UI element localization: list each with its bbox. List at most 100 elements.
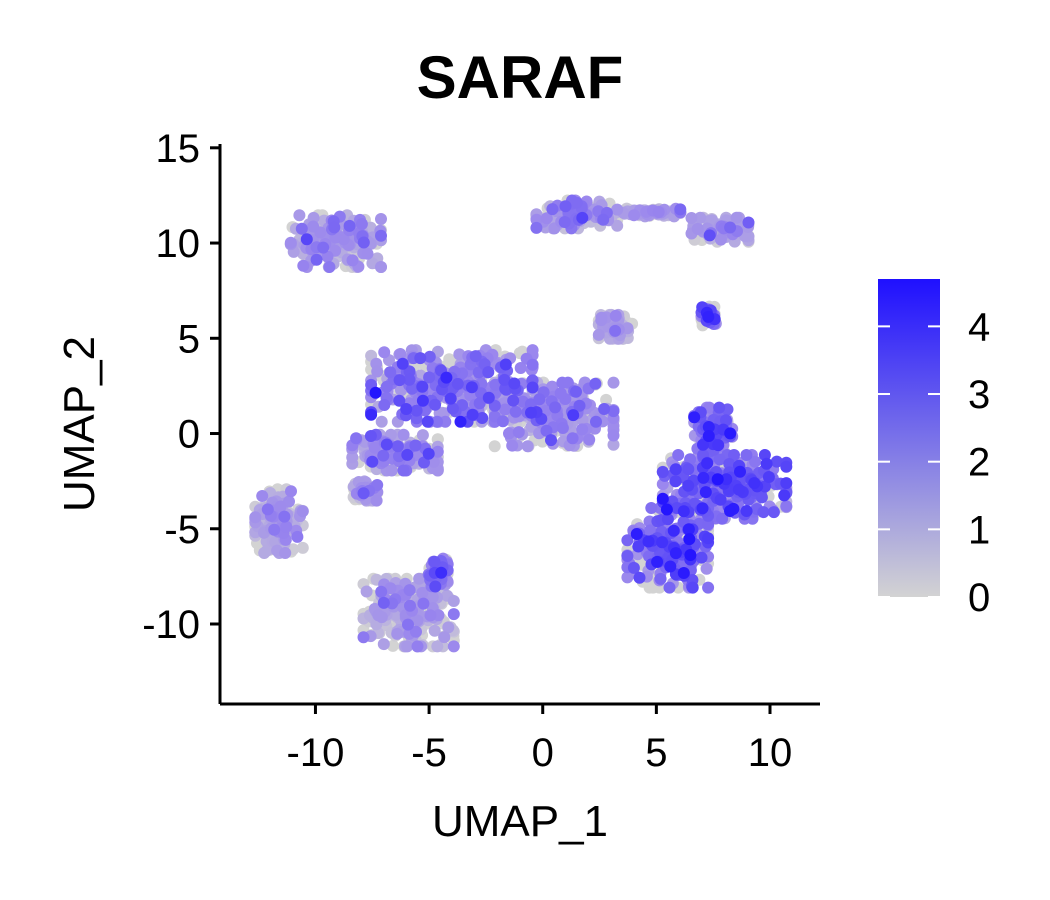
- cell-point: [512, 426, 525, 439]
- cell-point: [540, 212, 553, 225]
- cell-point: [583, 433, 596, 446]
- cell-point: [357, 487, 370, 500]
- cell-point: [702, 532, 715, 545]
- cell-point: [447, 640, 460, 653]
- cell-point: [525, 406, 537, 419]
- cell-point: [677, 567, 690, 579]
- cell-point: [740, 505, 753, 517]
- cell-point: [597, 213, 610, 226]
- cell-point: [633, 571, 646, 584]
- cell-point: [669, 547, 682, 560]
- cell-point: [482, 391, 495, 404]
- cell-point: [371, 365, 384, 378]
- cell-point: [607, 405, 620, 418]
- cell-point: [451, 377, 464, 390]
- cell-point: [469, 350, 482, 363]
- cell-point: [421, 415, 434, 428]
- cell-point: [268, 523, 281, 536]
- cell-point: [540, 424, 553, 437]
- cell-point: [716, 512, 729, 525]
- cell-point: [435, 566, 448, 579]
- cell-point: [506, 439, 519, 452]
- cell-point: [410, 404, 423, 417]
- cell-point: [611, 219, 624, 232]
- cell-point: [423, 350, 436, 363]
- cell-point: [644, 524, 657, 537]
- cell-point: [413, 572, 426, 585]
- cell-point: [375, 611, 388, 624]
- cell-point: [409, 439, 422, 452]
- cell-point: [688, 411, 701, 424]
- cell-point: [296, 505, 309, 518]
- cell-point: [703, 229, 716, 242]
- cell-point: [669, 475, 682, 488]
- cell-point: [447, 595, 460, 607]
- cell-point: [503, 427, 515, 440]
- cell-point: [375, 261, 387, 273]
- cell-point: [590, 415, 602, 428]
- cell-point: [361, 247, 374, 260]
- cell-point: [418, 456, 430, 469]
- cell-point: [440, 371, 453, 384]
- cell-point: [453, 348, 466, 361]
- cell-point: [473, 397, 486, 410]
- cell-point: [632, 540, 645, 553]
- cell-point: [732, 483, 745, 496]
- cell-point: [396, 357, 409, 370]
- cell-point: [713, 401, 726, 414]
- cell-point: [724, 221, 737, 234]
- cell-point: [656, 536, 669, 549]
- cell-point: [660, 503, 673, 516]
- cell-point: [400, 403, 413, 415]
- cell-point: [297, 259, 310, 272]
- cell-point: [377, 449, 390, 462]
- cell-point: [530, 221, 543, 234]
- cell-point: [291, 530, 304, 543]
- cell-point: [385, 464, 398, 477]
- cell-point: [576, 423, 589, 436]
- cell-point: [397, 464, 410, 477]
- cell-point: [343, 219, 356, 232]
- cell-point: [317, 241, 330, 254]
- cell-point: [576, 211, 589, 224]
- cell-point: [496, 415, 509, 428]
- y-tick-label: 0: [178, 413, 200, 457]
- cell-point: [742, 216, 755, 229]
- cell-point: [429, 398, 442, 411]
- cell-point: [686, 581, 699, 594]
- colorbar-tick-label: 1: [968, 508, 990, 552]
- y-tick-label: -5: [164, 508, 200, 552]
- cell-point: [697, 471, 710, 484]
- cell-point: [760, 457, 773, 470]
- cell-point: [507, 394, 520, 407]
- cell-point: [397, 428, 410, 441]
- cell-point: [300, 233, 313, 246]
- cell-point: [621, 534, 634, 547]
- cell-point: [549, 401, 562, 414]
- cell-point: [691, 222, 704, 235]
- cell-point: [526, 358, 539, 371]
- cell-point: [482, 366, 495, 379]
- cell-point: [656, 466, 669, 478]
- cell-point: [661, 513, 674, 526]
- cell-point: [664, 560, 677, 573]
- cell-point: [672, 449, 685, 461]
- cell-point: [447, 608, 460, 621]
- x-tick-label: 5: [645, 731, 667, 775]
- cell-point: [521, 440, 534, 453]
- y-tick-label: -10: [142, 603, 200, 647]
- cell-point: [682, 479, 695, 492]
- cell-point: [364, 430, 377, 442]
- cell-point: [651, 555, 664, 568]
- cell-point: [498, 373, 511, 386]
- cell-point: [423, 371, 436, 384]
- cell-point: [570, 196, 583, 209]
- y-tick-label: 5: [178, 317, 200, 361]
- colorbar-ticks: 0 1 2 3 4: [878, 305, 990, 620]
- cell-point: [508, 377, 521, 390]
- cell-point: [380, 438, 393, 451]
- cell-point: [258, 547, 271, 559]
- cell-point: [669, 463, 682, 476]
- cell-point: [386, 639, 399, 652]
